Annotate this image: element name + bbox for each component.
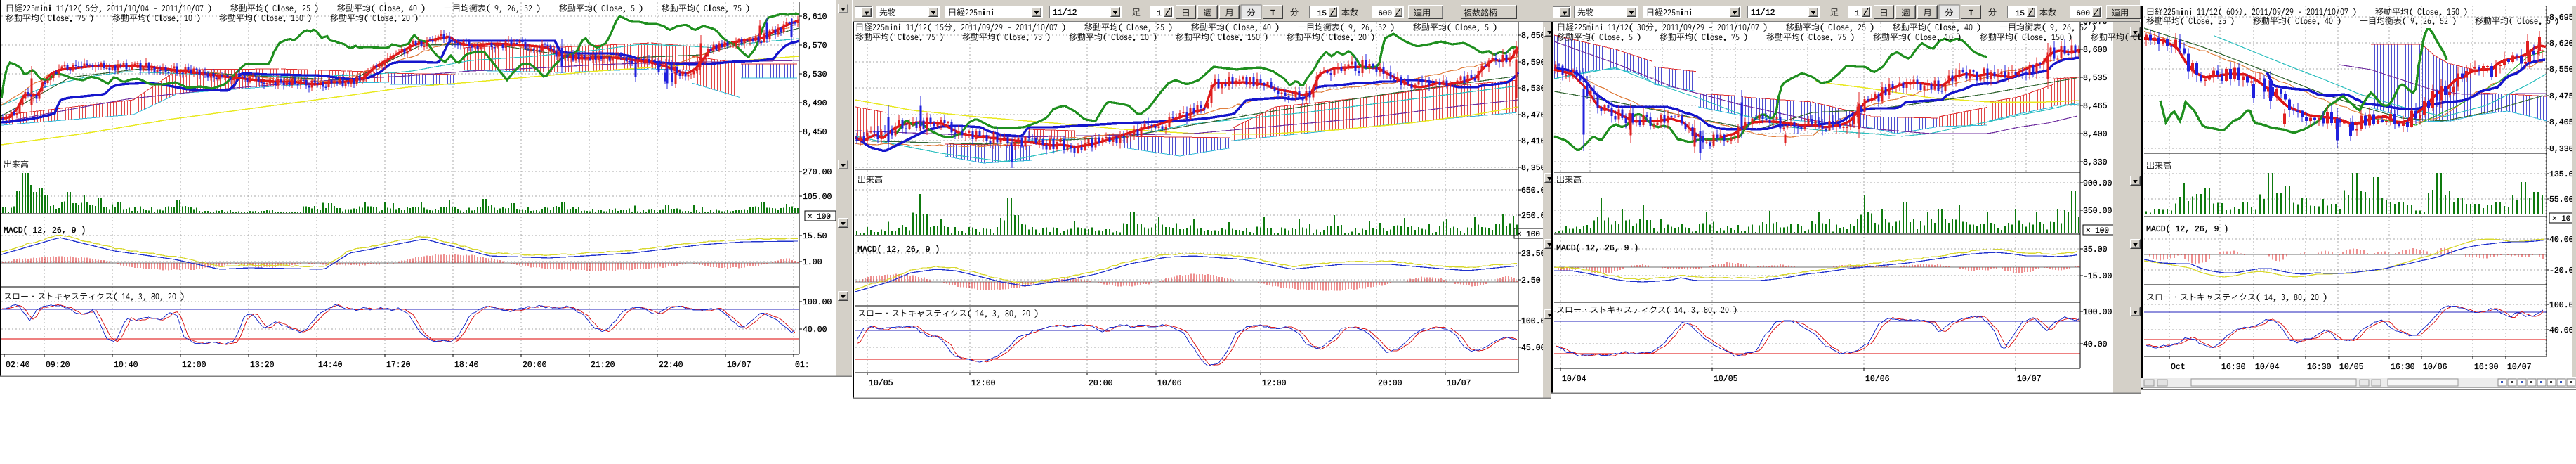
svg-text:100.00: 100.00	[2549, 301, 2576, 310]
svg-text:Oct: Oct	[2171, 363, 2186, 372]
svg-text:10/05: 10/05	[869, 379, 893, 388]
svg-text:600: 600	[1378, 10, 1392, 18]
svg-text:8,410: 8,410	[1521, 137, 1546, 146]
svg-text:10:40: 10:40	[114, 361, 138, 370]
svg-text:8,550: 8,550	[2549, 65, 2574, 75]
svg-text:10/07: 10/07	[1447, 379, 1471, 388]
svg-text:8,650: 8,650	[1521, 32, 1546, 41]
svg-text:01:: 01:	[795, 361, 810, 370]
svg-text:10/05: 10/05	[1714, 375, 1738, 384]
svg-text:20:00: 20:00	[1089, 379, 1113, 388]
svg-text:100.00: 100.00	[2083, 308, 2112, 317]
svg-text:8,330: 8,330	[2083, 158, 2108, 167]
svg-text:35.00: 35.00	[2083, 245, 2108, 254]
svg-text:10/07: 10/07	[727, 361, 751, 370]
svg-text:16:30: 16:30	[2391, 363, 2415, 372]
svg-text:105.00: 105.00	[803, 193, 832, 202]
svg-text:40.00: 40.00	[2549, 236, 2574, 245]
svg-text:15.50: 15.50	[803, 232, 827, 241]
svg-text:45.00: 45.00	[1521, 344, 1546, 353]
svg-text:15: 15	[2016, 10, 2025, 18]
svg-text:100.00: 100.00	[803, 298, 832, 307]
svg-text:10/06: 10/06	[1865, 375, 1890, 384]
svg-text:900.00: 900.00	[2083, 179, 2112, 188]
svg-text:8,530: 8,530	[1521, 84, 1546, 94]
svg-text:17:20: 17:20	[386, 361, 411, 370]
svg-text:09:20: 09:20	[46, 361, 70, 370]
svg-text:10/05: 10/05	[2339, 363, 2364, 372]
svg-text:14:40: 14:40	[318, 361, 343, 370]
svg-text:8,600: 8,600	[2083, 46, 2108, 55]
svg-text:10/06: 10/06	[1157, 379, 1182, 388]
svg-text:-20.00: -20.00	[2549, 266, 2576, 276]
svg-text:20:00: 20:00	[523, 361, 547, 370]
svg-text:8,470: 8,470	[1521, 111, 1546, 120]
svg-text:8,620: 8,620	[2549, 39, 2574, 49]
svg-text:11/12: 11/12	[1053, 8, 1077, 18]
svg-text:8,330: 8,330	[2549, 145, 2574, 154]
svg-text:10/07: 10/07	[2507, 363, 2532, 372]
svg-text:8,610: 8,610	[803, 13, 827, 22]
svg-text:1: 1	[1855, 10, 1860, 18]
svg-text:02:40: 02:40	[6, 361, 30, 370]
svg-text:8,570: 8,570	[803, 41, 827, 51]
svg-text:MACD( 12, 26, 9 ): MACD( 12, 26, 9 )	[857, 245, 940, 254]
svg-text:16:30: 16:30	[2221, 363, 2246, 372]
svg-text:18:40: 18:40	[454, 361, 479, 370]
svg-text:13:20: 13:20	[250, 361, 275, 370]
svg-text:× 10: × 10	[2552, 215, 2570, 224]
svg-text:12:00: 12:00	[971, 379, 996, 388]
svg-text:55.00: 55.00	[2549, 195, 2574, 205]
svg-text:20:00: 20:00	[1378, 379, 1402, 388]
svg-text:MACD( 12, 26, 9 ): MACD( 12, 26, 9 )	[1556, 244, 1638, 253]
svg-text:15: 15	[1317, 10, 1327, 18]
svg-text:40.00: 40.00	[803, 326, 827, 335]
svg-text:8,695: 8,695	[2549, 13, 2574, 22]
svg-text:11/12: 11/12	[1751, 8, 1775, 18]
svg-text:8,465: 8,465	[2083, 102, 2108, 111]
svg-text:135.00: 135.00	[2549, 170, 2576, 179]
svg-text:MACD( 12, 26, 9 ): MACD( 12, 26, 9 )	[2146, 225, 2228, 234]
svg-text:8,530: 8,530	[803, 70, 827, 79]
svg-text:1: 1	[1157, 10, 1162, 18]
svg-text:8,475: 8,475	[2549, 92, 2574, 101]
svg-text:16:30: 16:30	[2474, 363, 2499, 372]
svg-text:1.00: 1.00	[803, 258, 822, 267]
svg-text:10/07: 10/07	[2017, 375, 2042, 384]
svg-text:8,490: 8,490	[803, 99, 827, 108]
svg-text:21:20: 21:20	[591, 361, 615, 370]
svg-text:T: T	[1270, 8, 1275, 18]
svg-text:× 100: × 100	[808, 213, 831, 221]
svg-text:10/06: 10/06	[2423, 363, 2447, 372]
svg-text:8,350: 8,350	[1521, 164, 1546, 173]
svg-text:10/04: 10/04	[1562, 375, 1586, 384]
svg-text:10/04: 10/04	[2255, 363, 2280, 372]
svg-text:8,400: 8,400	[2083, 130, 2108, 139]
svg-text:12:00: 12:00	[182, 361, 206, 370]
svg-text:MACD( 12, 26, 9 ): MACD( 12, 26, 9 )	[4, 226, 86, 236]
svg-text:× 100: × 100	[1517, 231, 1540, 239]
svg-text:-15.00: -15.00	[2083, 272, 2112, 281]
svg-text:8,450: 8,450	[803, 128, 827, 137]
svg-text:16:30: 16:30	[2307, 363, 2332, 372]
svg-text:× 100: × 100	[2086, 227, 2109, 236]
svg-text:8,535: 8,535	[2083, 74, 2108, 83]
svg-text:T: T	[1969, 8, 1973, 18]
svg-text:350.00: 350.00	[2083, 207, 2112, 216]
svg-text:12:00: 12:00	[1262, 379, 1287, 388]
svg-text:40.00: 40.00	[2549, 326, 2574, 335]
svg-text:22:40: 22:40	[659, 361, 683, 370]
svg-text:40.00: 40.00	[2083, 340, 2108, 349]
svg-text:8,405: 8,405	[2549, 118, 2574, 127]
svg-text:8,590: 8,590	[1521, 58, 1546, 67]
svg-text:2.50: 2.50	[1521, 276, 1541, 285]
svg-text:600: 600	[2076, 10, 2090, 18]
svg-text:23.50: 23.50	[1521, 250, 1546, 259]
svg-text:270.00: 270.00	[803, 168, 832, 177]
